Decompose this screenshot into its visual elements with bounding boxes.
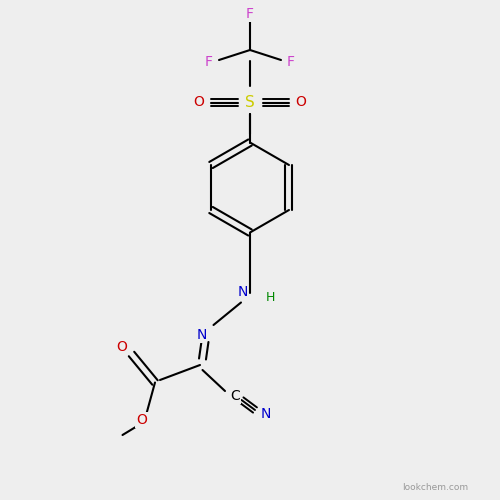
Text: N: N — [238, 284, 248, 298]
Text: F: F — [205, 54, 213, 68]
Text: O: O — [116, 340, 127, 354]
Text: F: F — [246, 7, 254, 21]
Text: N: N — [196, 328, 206, 342]
Text: C: C — [230, 390, 240, 404]
Text: S: S — [245, 95, 255, 110]
Text: N: N — [261, 408, 271, 422]
Text: O: O — [194, 96, 204, 110]
Text: O: O — [136, 413, 147, 427]
Text: lookchem.com: lookchem.com — [402, 483, 468, 492]
Text: F: F — [287, 54, 295, 68]
Text: O: O — [296, 96, 306, 110]
Text: H: H — [266, 291, 274, 304]
